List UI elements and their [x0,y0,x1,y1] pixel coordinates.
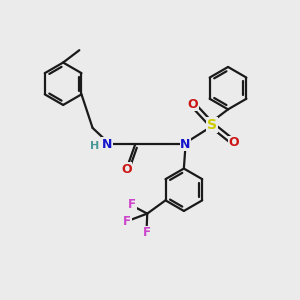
Text: F: F [128,198,136,211]
Text: H: H [90,142,100,152]
Text: F: F [143,226,151,239]
Text: N: N [180,138,190,151]
Text: N: N [102,138,112,151]
Text: S: S [207,118,217,132]
Text: O: O [121,163,132,176]
Text: O: O [188,98,198,111]
Text: F: F [123,215,131,228]
Text: O: O [229,136,239,149]
